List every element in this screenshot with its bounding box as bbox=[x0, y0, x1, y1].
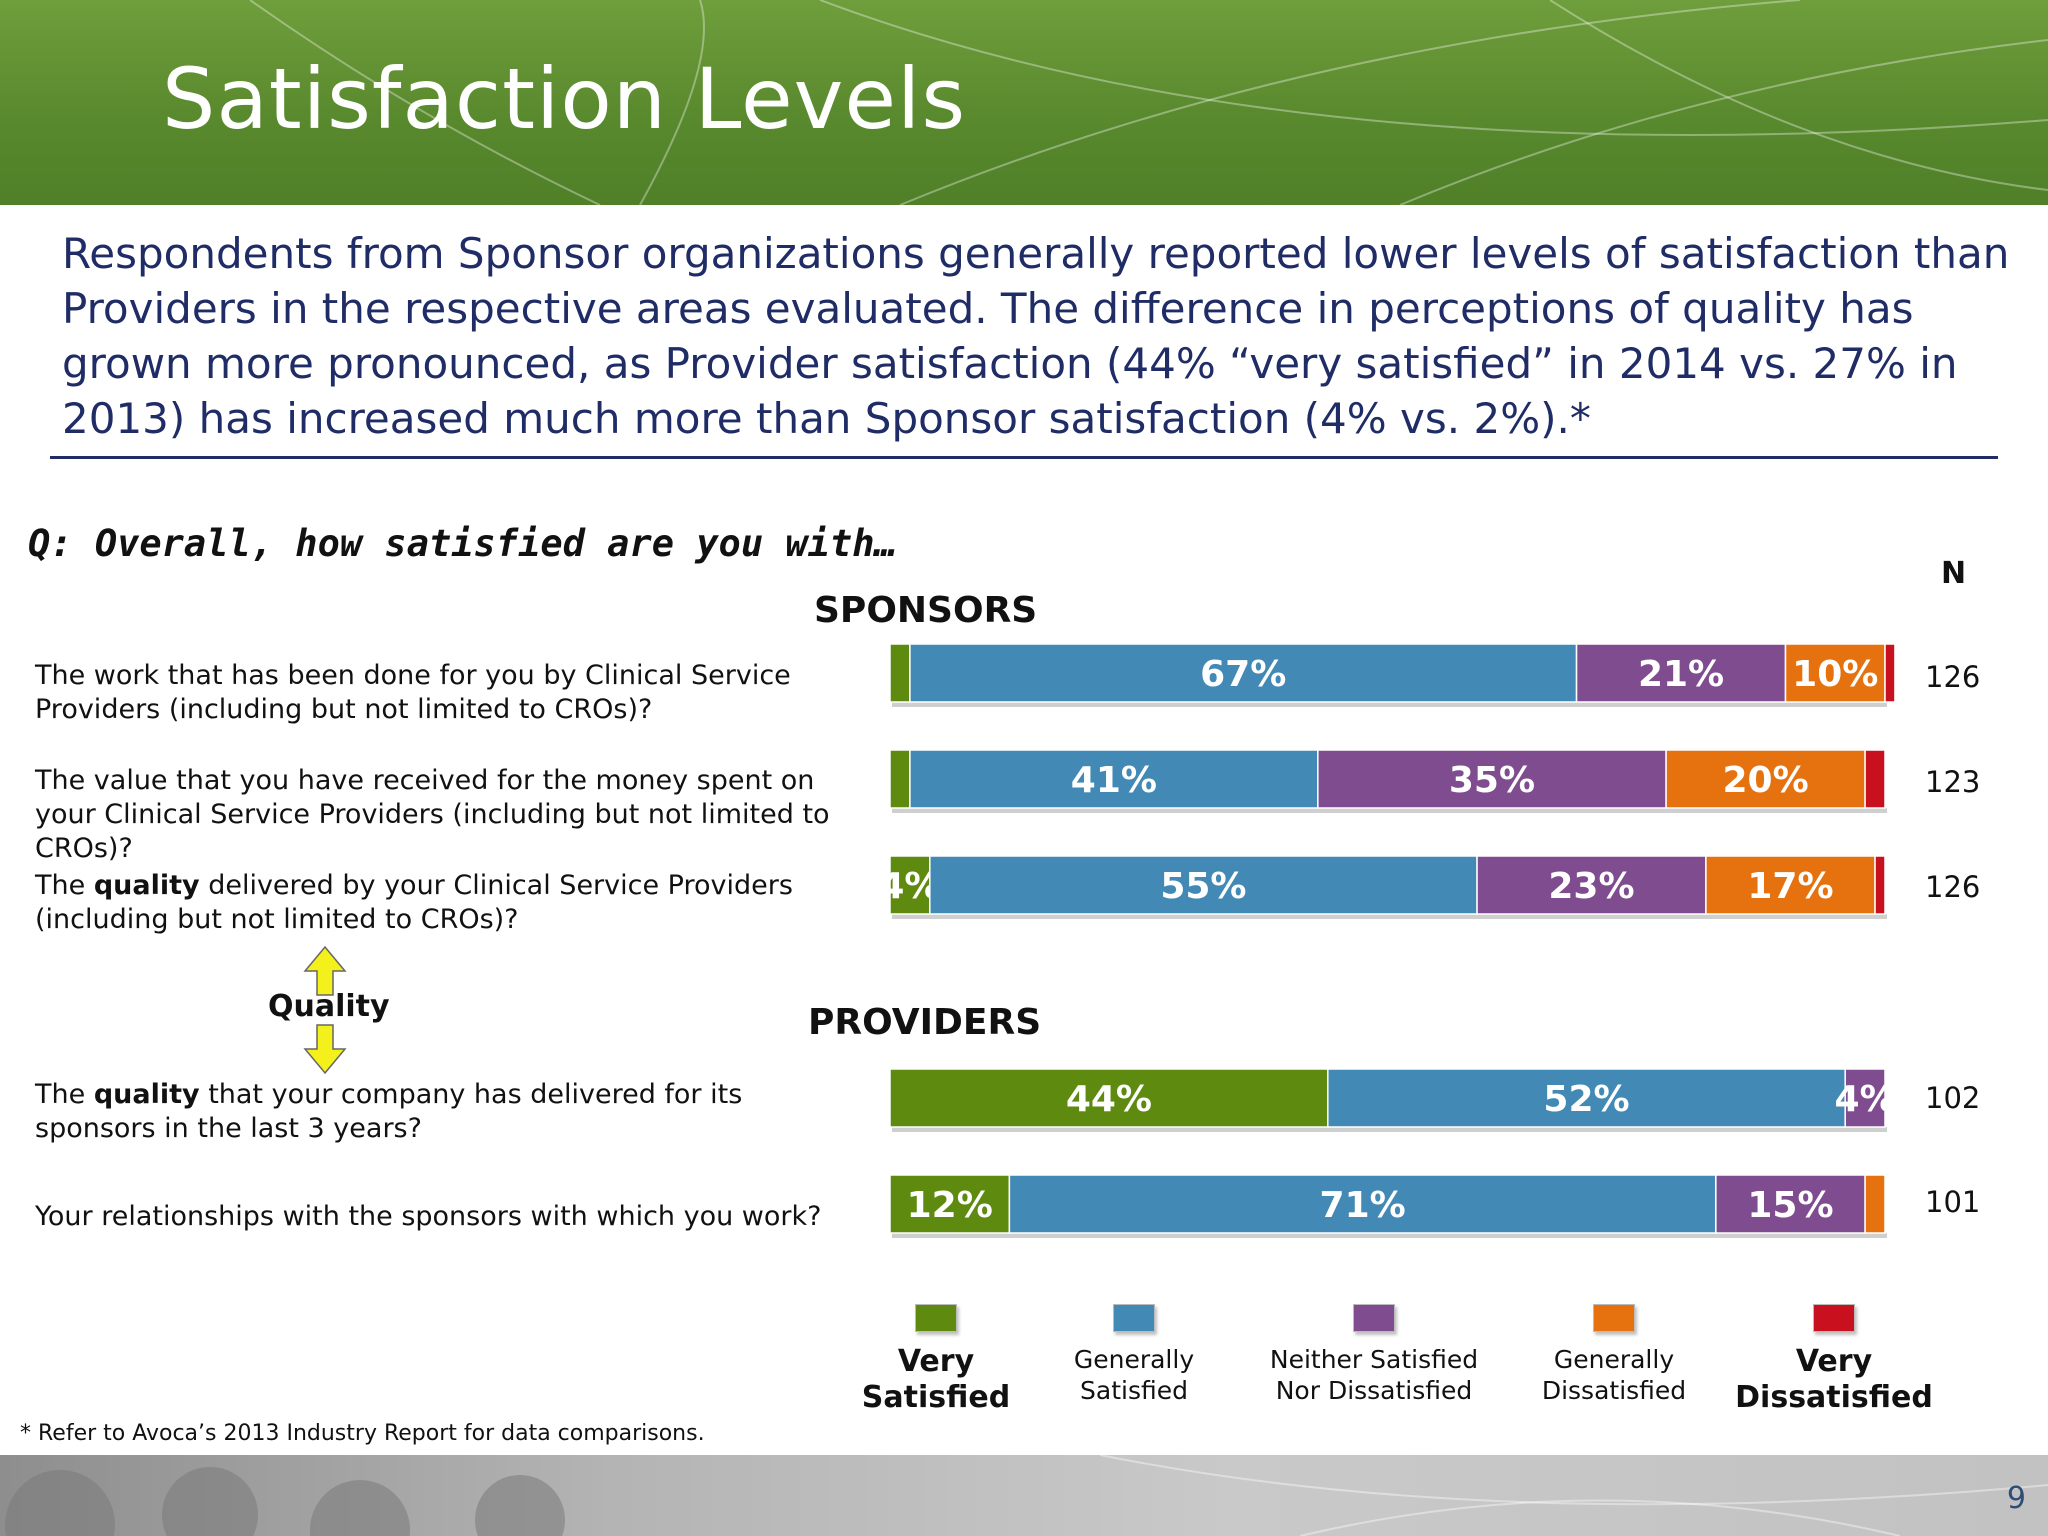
legend-label: Generally Dissatisfied bbox=[1541, 1345, 1687, 1405]
data-label: 10% bbox=[1792, 654, 1878, 695]
bar-segment bbox=[909, 643, 1578, 703]
n-value: 126 bbox=[1925, 660, 1981, 694]
group-heading-providers: PROVIDERS bbox=[808, 1002, 1042, 1043]
data-label: 35% bbox=[1449, 760, 1535, 801]
bar-segment bbox=[1476, 855, 1707, 915]
bar-shadow bbox=[892, 914, 1887, 919]
decorative-curves bbox=[249, 0, 2048, 205]
legend-item: Generally Satisfied bbox=[1014, 1304, 1254, 1406]
bar-segment bbox=[889, 749, 911, 809]
survey-question: Q: Overall, how satisfied are you with… bbox=[28, 522, 897, 565]
legend-swatch bbox=[915, 1304, 957, 1332]
bar-segment bbox=[1864, 1174, 1886, 1234]
legend-item: Very Satisfied bbox=[816, 1304, 1056, 1416]
legend-swatch bbox=[1593, 1304, 1635, 1332]
footnote: * Refer to Avoca’s 2013 Industry Report … bbox=[20, 1421, 705, 1446]
legend-swatch bbox=[1113, 1304, 1155, 1332]
bar-segment bbox=[1874, 855, 1886, 915]
bar-segment bbox=[889, 1068, 1329, 1128]
data-label: 41% bbox=[1071, 760, 1157, 801]
legend-label: Very Satisfied bbox=[861, 1344, 1011, 1415]
bar-segment bbox=[1575, 643, 1787, 703]
bar-segment bbox=[1715, 1174, 1866, 1234]
bar-segment bbox=[889, 643, 911, 703]
n-value: 123 bbox=[1925, 765, 1981, 799]
row-label: Your relationships with the sponsors wit… bbox=[35, 1201, 822, 1232]
bar-segment bbox=[1864, 749, 1886, 809]
data-label: 71% bbox=[1320, 1185, 1406, 1226]
legend-label: Generally Satisfied bbox=[1073, 1345, 1195, 1405]
bar-segment bbox=[1665, 749, 1866, 809]
bar-segment bbox=[1784, 643, 1886, 703]
n-column-header: N bbox=[1941, 556, 1967, 591]
bar-segment bbox=[1884, 643, 1896, 703]
n-value: 126 bbox=[1925, 870, 1981, 904]
double-arrow-icon bbox=[303, 945, 347, 1075]
divider bbox=[50, 456, 1998, 459]
legend-item: Generally Dissatisfied bbox=[1494, 1304, 1734, 1406]
bar-segment bbox=[1844, 1068, 1886, 1128]
bar-segment bbox=[1705, 855, 1876, 915]
group-heading-sponsors: SPONSORS bbox=[814, 590, 1038, 631]
bar-segment bbox=[889, 855, 931, 915]
data-label: 67% bbox=[1200, 654, 1286, 695]
data-label: 55% bbox=[1160, 866, 1246, 907]
lead-paragraph: Respondents from Sponsor organizations g… bbox=[62, 229, 2010, 443]
row-label: The quality delivered by your Clinical S… bbox=[35, 870, 793, 935]
legend-label: Very Dissatisfied bbox=[1735, 1344, 1933, 1415]
n-value: 101 bbox=[1925, 1185, 1981, 1219]
legend-swatch bbox=[1353, 1304, 1395, 1332]
data-label: 17% bbox=[1747, 866, 1833, 907]
bar-segment bbox=[929, 855, 1478, 915]
bar-shadow bbox=[892, 702, 1887, 707]
legend-item: Neither Satisfied Nor Dissatisfied bbox=[1254, 1304, 1494, 1406]
bar-segment bbox=[1327, 1068, 1846, 1128]
bar-segment bbox=[889, 1174, 1011, 1234]
bar-shadow bbox=[892, 1127, 1887, 1132]
data-label: 44% bbox=[1066, 1079, 1152, 1120]
data-label: 4% bbox=[1835, 1079, 1896, 1120]
title-banner: Satisfaction Levels bbox=[0, 0, 2048, 205]
n-value: 102 bbox=[1925, 1081, 1981, 1115]
data-label: 52% bbox=[1543, 1079, 1629, 1120]
bar-segment bbox=[909, 749, 1319, 809]
bar-shadow bbox=[892, 808, 1887, 813]
bar-shadow bbox=[892, 1233, 1887, 1238]
page-number: 9 bbox=[2006, 1481, 2026, 1516]
row-label: The quality that your company has delive… bbox=[35, 1079, 743, 1144]
data-label: 23% bbox=[1548, 866, 1634, 907]
quality-marker-label: Quality bbox=[268, 989, 390, 1024]
row-label: The value that you have received for the… bbox=[35, 765, 830, 864]
legend-swatch bbox=[1813, 1304, 1855, 1332]
legend-label: Neither Satisfied Nor Dissatisfied bbox=[1269, 1345, 1479, 1405]
stacked-bar-chart: 67% 21% 10%41% 35% 20%4% 55% 23% 17%44% 52% 4%12%… bbox=[889, 643, 1896, 1238]
bar-segment bbox=[1317, 749, 1667, 809]
footer-graphic bbox=[5, 1455, 2048, 1536]
data-label: 21% bbox=[1638, 654, 1724, 695]
page-title: Satisfaction Levels bbox=[162, 50, 967, 148]
data-label: 15% bbox=[1747, 1185, 1833, 1226]
row-label: The work that has been done for you by C… bbox=[35, 660, 791, 725]
data-label: 20% bbox=[1723, 760, 1809, 801]
legend-item: Very Dissatisfied bbox=[1714, 1304, 1954, 1416]
data-label: 12% bbox=[907, 1185, 993, 1226]
footer-bar: 9 bbox=[0, 1455, 2048, 1536]
